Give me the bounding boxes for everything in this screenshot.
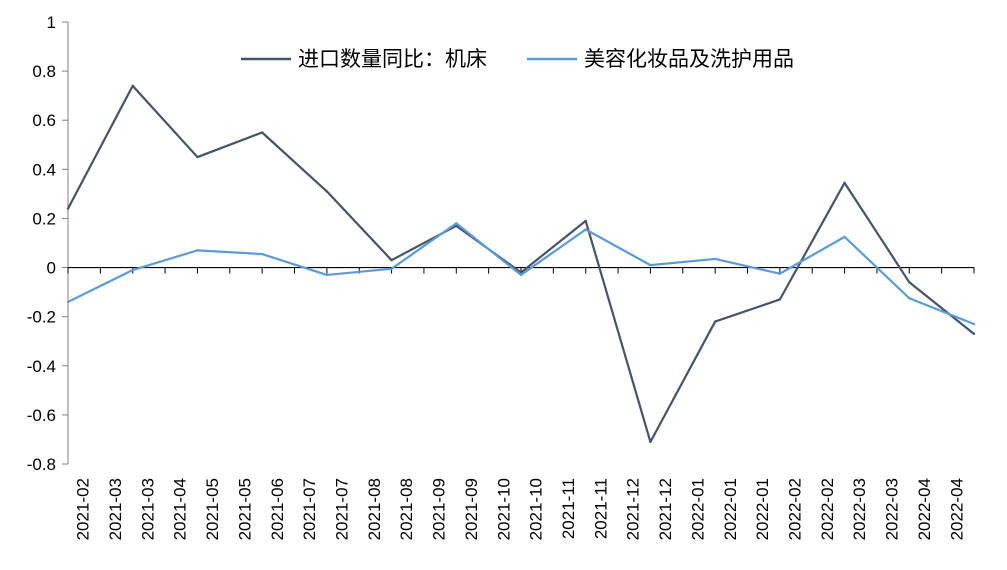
- x-tick-label: 2022-03: [850, 478, 869, 540]
- series-1-point: [908, 281, 911, 284]
- series-1-point: [260, 131, 264, 134]
- x-tick-label: 2021-08: [365, 478, 384, 540]
- x-tick-label: 2021-05: [235, 478, 254, 540]
- x-tick-label: 2021-03: [106, 478, 125, 540]
- legend: 进口数量同比：机床 美容化妆品及洗护用品: [241, 47, 794, 71]
- series-1-point: [843, 181, 846, 185]
- series-2-point: [649, 263, 652, 267]
- series-2-point: [713, 257, 717, 261]
- x-tick-label: 2021-07: [300, 478, 319, 540]
- y-tick-label: 0.8: [32, 62, 56, 81]
- x-tick-label: 2021-04: [171, 478, 190, 540]
- series-2-point: [778, 272, 782, 275]
- series-1-point: [649, 440, 652, 444]
- series-line-2: [67, 222, 975, 326]
- series-2-point: [519, 273, 523, 277]
- y-tick-label: 0.2: [32, 209, 56, 228]
- x-tick-label: 2021-07: [333, 478, 352, 540]
- x-tick-label: 2022-01: [688, 478, 707, 540]
- x-tick-label: 2021-08: [397, 478, 416, 540]
- x-tick-label: 2022-01: [753, 478, 772, 540]
- y-tick-label: 0.6: [32, 111, 56, 130]
- y-tick-label: -0.8: [27, 455, 56, 474]
- series-2-point: [584, 228, 587, 231]
- x-tick-label: 2021-02: [74, 478, 93, 540]
- y-tick-label: -0.2: [27, 308, 56, 327]
- x-tick-label: 2021-05: [203, 478, 222, 540]
- x-tick-label: 2021-06: [268, 478, 287, 540]
- series-1-point: [325, 190, 329, 193]
- series-2-point: [455, 222, 458, 225]
- x-tick-label: 2021-11: [559, 478, 578, 539]
- series-1-point: [131, 84, 134, 88]
- x-tick-label: 2021-12: [656, 478, 675, 540]
- series-1-point: [584, 219, 587, 223]
- series-2-point: [131, 268, 134, 272]
- series-2-point: [260, 252, 264, 256]
- series-1-point: [713, 320, 717, 323]
- series-2-point: [843, 235, 846, 239]
- x-tick-label: 2021-10: [494, 478, 513, 540]
- series-1-point: [196, 155, 199, 159]
- y-tick-label: 0.4: [32, 160, 56, 179]
- series-1-point: [972, 332, 976, 336]
- series-2-point: [325, 273, 329, 277]
- x-tick-label: 2021-03: [138, 478, 157, 540]
- x-tick-label: 2021-09: [430, 478, 449, 540]
- x-tick-label: 2022-02: [786, 478, 805, 540]
- series-1-point: [66, 207, 70, 210]
- x-tick-label: 2021-10: [527, 478, 546, 540]
- y-tick-label: -0.6: [27, 406, 56, 425]
- x-tick-label: 2022-04: [915, 478, 934, 540]
- x-tick-label: 2022-03: [883, 478, 902, 540]
- x-tick-label: 2021-12: [624, 478, 643, 540]
- x-tick-label: 2021-09: [462, 478, 481, 540]
- series-1-point: [390, 258, 393, 262]
- series-2-point: [196, 249, 199, 252]
- x-tick-label: 2022-04: [947, 478, 966, 540]
- y-tick-label: 1: [47, 13, 56, 32]
- series-line-1: [67, 84, 975, 443]
- legend-label-cosmetics: 美容化妆品及洗护用品: [584, 47, 794, 71]
- x-tick-label: 2022-02: [818, 478, 837, 540]
- series-2-point: [972, 322, 976, 326]
- series-2-point: [66, 300, 70, 304]
- x-tick-label: 2022-01: [721, 478, 740, 540]
- x-tick-label: 2021-11: [591, 478, 610, 539]
- y-tick-label: 0: [47, 259, 56, 278]
- series-2-point: [908, 297, 911, 300]
- y-tick-label: -0.4: [27, 357, 56, 376]
- series-1-point: [778, 298, 782, 301]
- series-2-point: [390, 267, 393, 270]
- legend-label-machine-tools: 进口数量同比：机床: [298, 47, 487, 71]
